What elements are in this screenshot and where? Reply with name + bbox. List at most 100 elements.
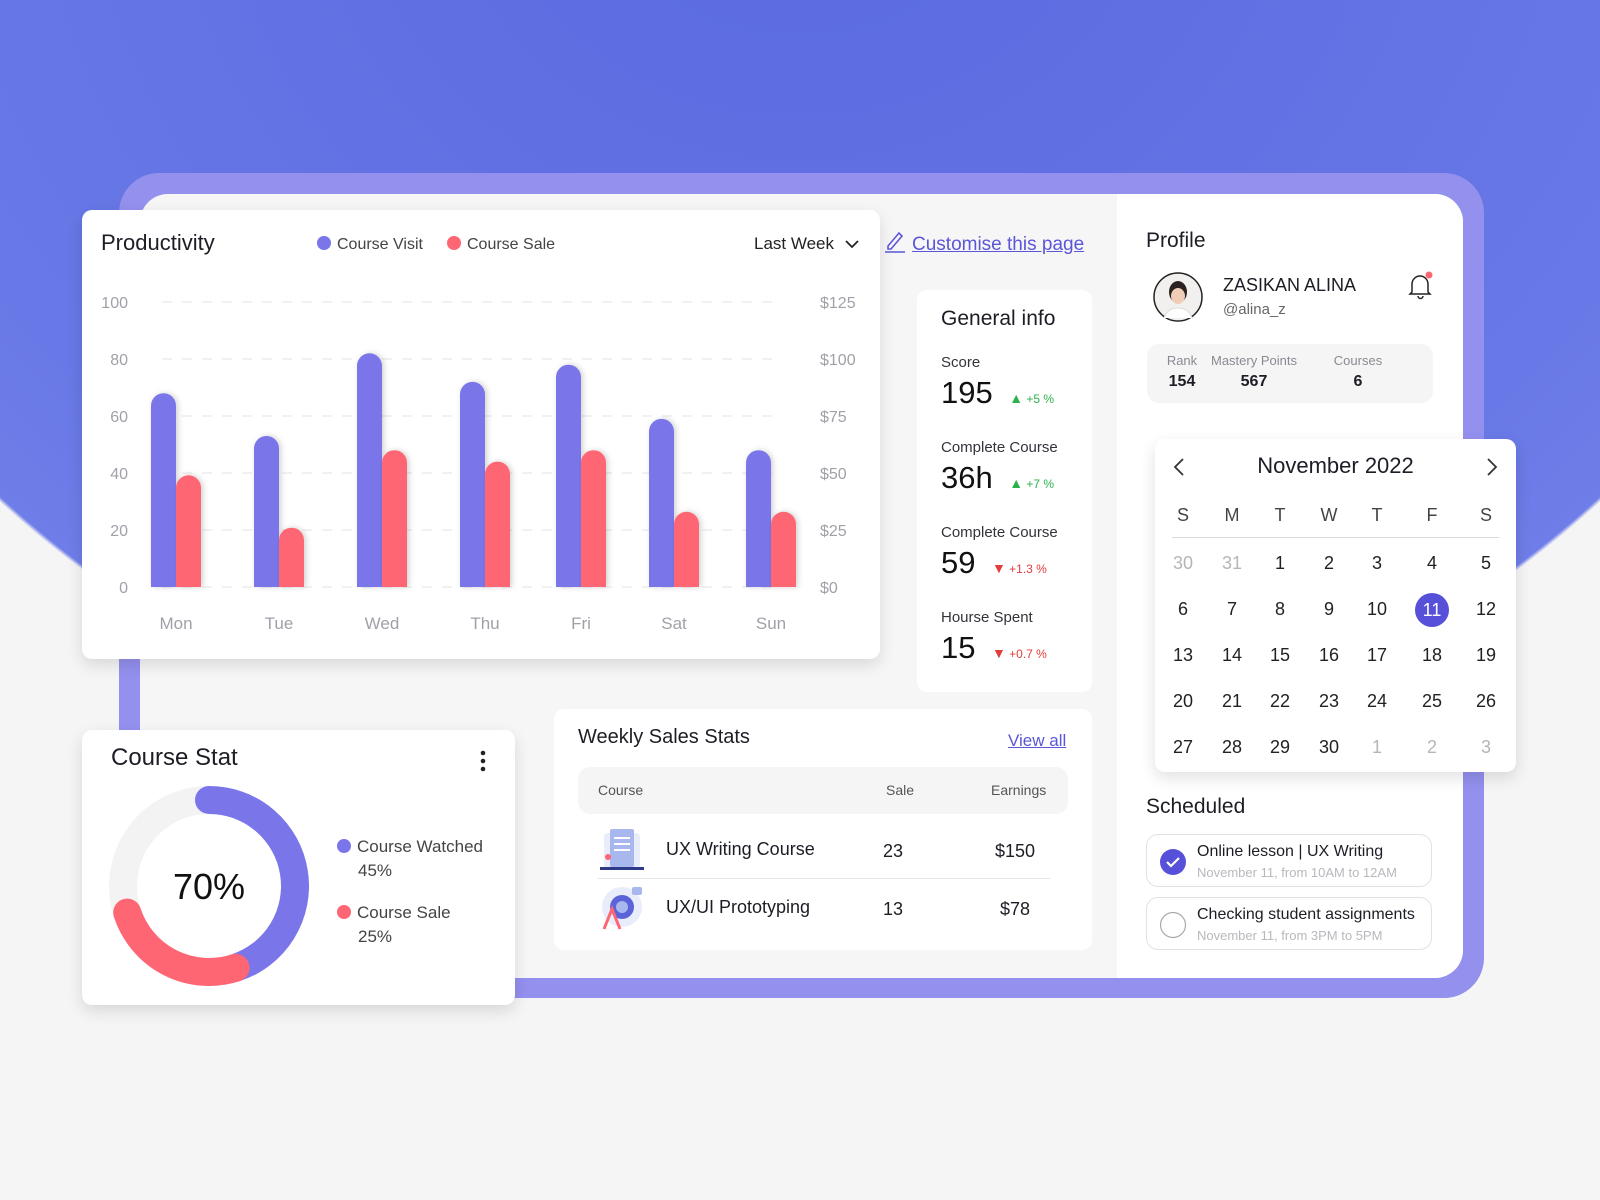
calendar-day[interactable]: 29 [1269,737,1291,757]
table-row[interactable]: UX/UI Prototyping 13 $78 [598,881,1050,937]
calendar-day[interactable]: 30 [1172,553,1194,573]
general-info-item: Score 195 ▲ +5 % [941,354,1054,411]
calendar-day[interactable]: 1 [1371,737,1382,757]
more-options-icon[interactable] [479,750,487,772]
left-axis-tick: 0 [119,580,128,597]
bar-course-sale[interactable] [176,475,201,587]
bar-course-visit[interactable] [460,381,485,587]
checked-circle-icon[interactable] [1159,848,1187,876]
legend-value: 25% [358,927,393,946]
calendar-day[interactable]: 8 [1274,599,1285,619]
next-month-icon[interactable] [1485,457,1499,477]
weekday-label: S [1479,505,1492,525]
info-value: 59 [941,545,976,580]
calendar-day[interactable]: 10 [1366,599,1388,619]
column-header-sale: Sale [886,782,915,798]
info-label: Complete Course [941,439,1058,456]
calendar: November 2022 S M T W T F S 30 31 1 2 3 4 5 6 7 8 9 10 11 12… [1155,439,1516,772]
bar-course-visit[interactable] [649,418,674,587]
bar-course-visit[interactable] [253,435,279,587]
calendar-day[interactable]: 14 [1221,645,1243,665]
calendar-day[interactable]: 21 [1221,691,1243,711]
calendar-day[interactable]: 22 [1269,691,1291,711]
weekday-label: W [1320,505,1338,525]
calendar-day[interactable]: 3 [1371,553,1382,573]
calendar-day[interactable]: 9 [1323,599,1334,619]
x-axis-tick: Tue [265,614,294,633]
customise-page-link[interactable]: Customise this page [884,229,1084,256]
weekday-label: T [1371,505,1383,525]
prev-month-icon[interactable] [1172,457,1186,477]
calendar-day[interactable]: 25 [1421,691,1443,711]
calendar-day[interactable]: 27 [1172,737,1194,757]
calendar-day[interactable]: 12 [1475,599,1497,619]
scheduled-item[interactable]: Online lesson | UX Writing November 11, … [1146,834,1432,887]
bar-course-sale[interactable] [485,461,510,587]
donut-segment [113,898,250,986]
bar-course-sale[interactable] [771,511,796,587]
calendar-day[interactable]: 24 [1366,691,1388,711]
calendar-day[interactable]: 2 [1426,737,1437,757]
right-axis-tick: $100 [820,352,856,369]
calendar-day[interactable]: 13 [1172,645,1194,665]
calendar-divider [1172,537,1499,538]
calendar-day[interactable]: 19 [1475,645,1497,665]
change-value: +1.3 % [1009,562,1047,576]
notification-bell-icon[interactable] [1407,270,1435,300]
calendar-day[interactable]: 1 [1274,553,1285,573]
period-dropdown[interactable]: Last Week [754,234,859,254]
general-info-title: General info [941,307,1056,330]
bar-course-sale[interactable] [382,450,407,587]
calendar-day[interactable]: 18 [1421,645,1443,665]
earnings-value: $78 [1000,899,1031,919]
scheduled-item-title: Online lesson | UX Writing [1197,843,1384,860]
info-value: 36h [941,460,993,495]
calendar-day-selected[interactable]: 11 [1415,593,1449,627]
change-value: +7 % [1026,477,1055,491]
calendar-day[interactable]: 31 [1221,553,1243,573]
calendar-day[interactable]: 20 [1172,691,1194,711]
x-axis-tick: Sun [756,614,786,633]
calendar-day[interactable]: 2 [1323,553,1334,573]
calendar-day[interactable]: 15 [1269,645,1291,665]
unchecked-circle-icon[interactable] [1159,911,1187,939]
calendar-day[interactable]: 30 [1318,737,1340,757]
calendar-day[interactable]: 5 [1480,553,1491,573]
weekday-label: S [1176,505,1189,525]
customise-label: Customise this page [912,234,1085,255]
avatar[interactable] [1153,272,1203,322]
calendar-day[interactable]: 7 [1226,599,1237,619]
table-row[interactable]: UX Writing Course 23 $150 [598,825,1050,879]
calendar-day[interactable]: 6 [1177,599,1188,619]
weekly-sales-card: Weekly Sales Stats View all Course Sale … [554,709,1092,950]
scheduled-title: Scheduled [1146,795,1246,818]
calendar-day[interactable]: 17 [1366,645,1388,665]
legend-dot [337,905,351,919]
left-axis-tick: 60 [110,409,128,426]
scheduled-item[interactable]: Checking student assignments November 11… [1146,897,1432,950]
bar-course-sale[interactable] [279,527,304,587]
bar-course-visit[interactable] [556,364,581,587]
x-axis-tick: Thu [470,614,499,633]
calendar-day[interactable]: 28 [1221,737,1243,757]
scheduled-item-time: November 11, from 10AM to 12AM [1197,865,1397,880]
productivity-chart: 0 $0 20 $25 40 $50 60 $75 80 $100 100 $125 Mon Tue Wed… [101,295,856,633]
stat-label: Rank [1166,353,1198,368]
calendar-day[interactable]: 26 [1475,691,1497,711]
bar-course-visit[interactable] [746,450,771,587]
view-all-link[interactable]: View all [1008,731,1067,750]
calendar-day[interactable]: 4 [1426,553,1437,573]
right-axis-tick: $0 [820,580,838,597]
stat-value: 154 [1168,373,1196,390]
calendar-day[interactable]: 3 [1480,737,1491,757]
bar-course-sale[interactable] [674,511,699,587]
weekday-label: T [1274,505,1286,525]
bar-course-sale[interactable] [581,450,606,587]
calendar-day[interactable]: 23 [1318,691,1340,711]
bar-course-visit[interactable] [151,393,176,587]
earnings-value: $150 [995,841,1036,861]
bar-course-visit[interactable] [357,353,382,587]
calendar-day[interactable]: 16 [1318,645,1340,665]
info-label: Hourse Spent [941,609,1033,626]
scheduled-item-title: Checking student assignments [1197,906,1415,923]
